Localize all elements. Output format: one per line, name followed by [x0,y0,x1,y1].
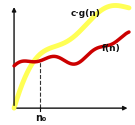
Text: n₀: n₀ [35,113,46,123]
Text: c·g(n): c·g(n) [70,9,100,18]
Text: f(n): f(n) [102,44,121,53]
